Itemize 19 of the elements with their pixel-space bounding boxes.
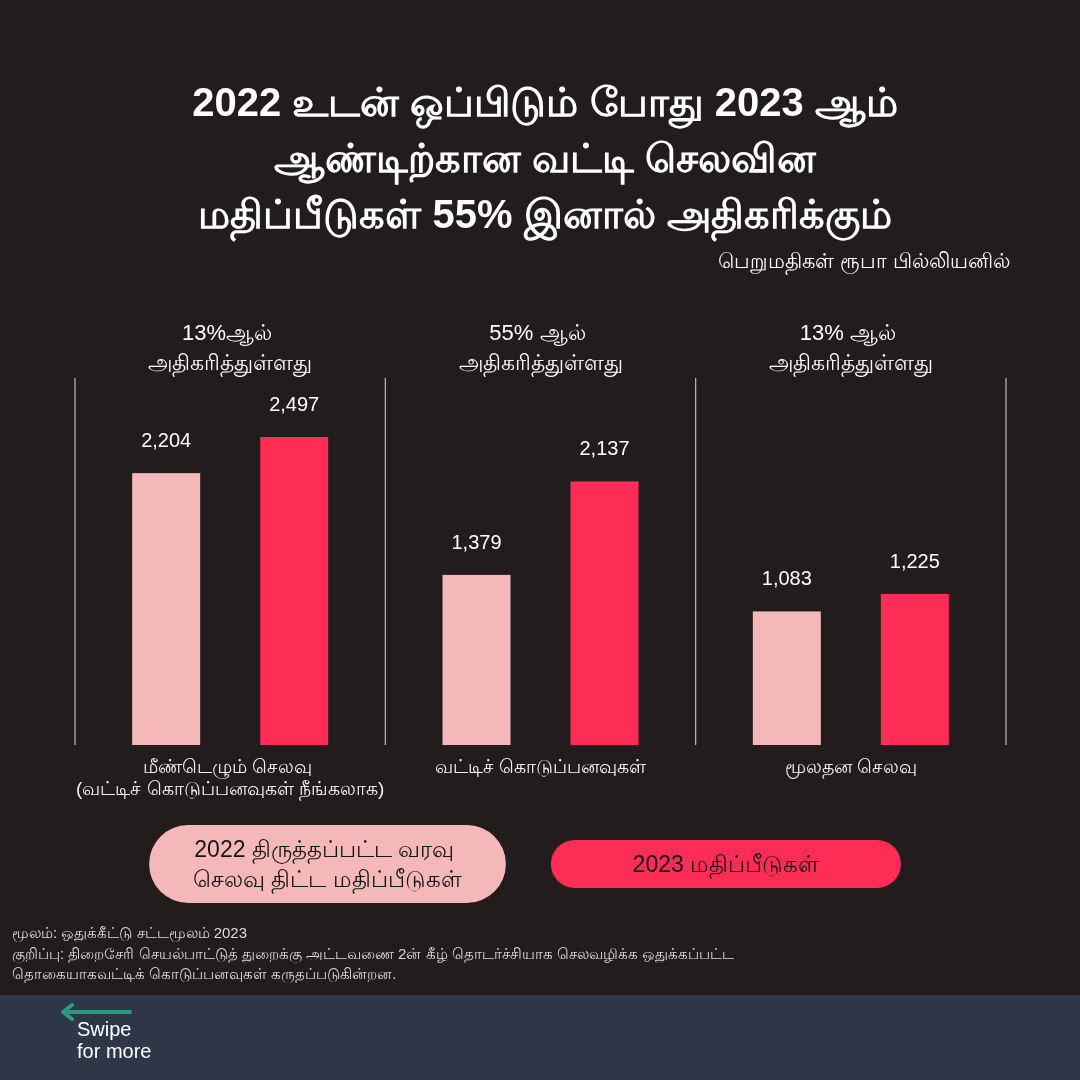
title: 2022 உடன் ஒப்பிடும் போது 2023 ஆம் ஆண்டிற்கான வட்டி செலவின மதிப்பீடுகள் 55% இனால் அதிகரிக்கும்: [135, 74, 955, 242]
data-label: 1,379: [451, 530, 502, 553]
annotation: குறிப்பு: திறைசேரி செயல்பாட்டுத் துறைக்கு அட்டவணை 2ன் கீழ் தொடர்ச்சியாக செலவழிக்க ஒதுக்கப்பட்ட தொகையாகவட்டிக் கொடுப்பனவுகள் கருதப்படுகின்றன.: [12, 944, 735, 982]
data-label: 2,497: [269, 393, 320, 415]
annotation: மூலம்: ஒதுக்கீட்டு சட்டமூலம் 2023: [12, 924, 248, 941]
bar: [260, 437, 329, 745]
data-label: 2,137: [579, 437, 630, 460]
annotation: 13% ஆல் அதிகரித்துள்ளது: [768, 320, 933, 375]
data-label: 1,225: [889, 549, 940, 572]
data-label: 1,083: [761, 567, 812, 590]
bar: [442, 574, 511, 745]
bar: [752, 611, 821, 745]
annotation: Swipe for more: [77, 1018, 152, 1062]
bar: [570, 481, 639, 745]
annotation: 13%ஆல் அதிகரித்துள்ளது: [148, 320, 313, 375]
data-label: 2,204: [141, 429, 192, 452]
bar: [880, 593, 949, 745]
annotation: 55% ஆல் அதிகரித்துள்ளது: [458, 320, 623, 375]
bar: [132, 473, 201, 745]
